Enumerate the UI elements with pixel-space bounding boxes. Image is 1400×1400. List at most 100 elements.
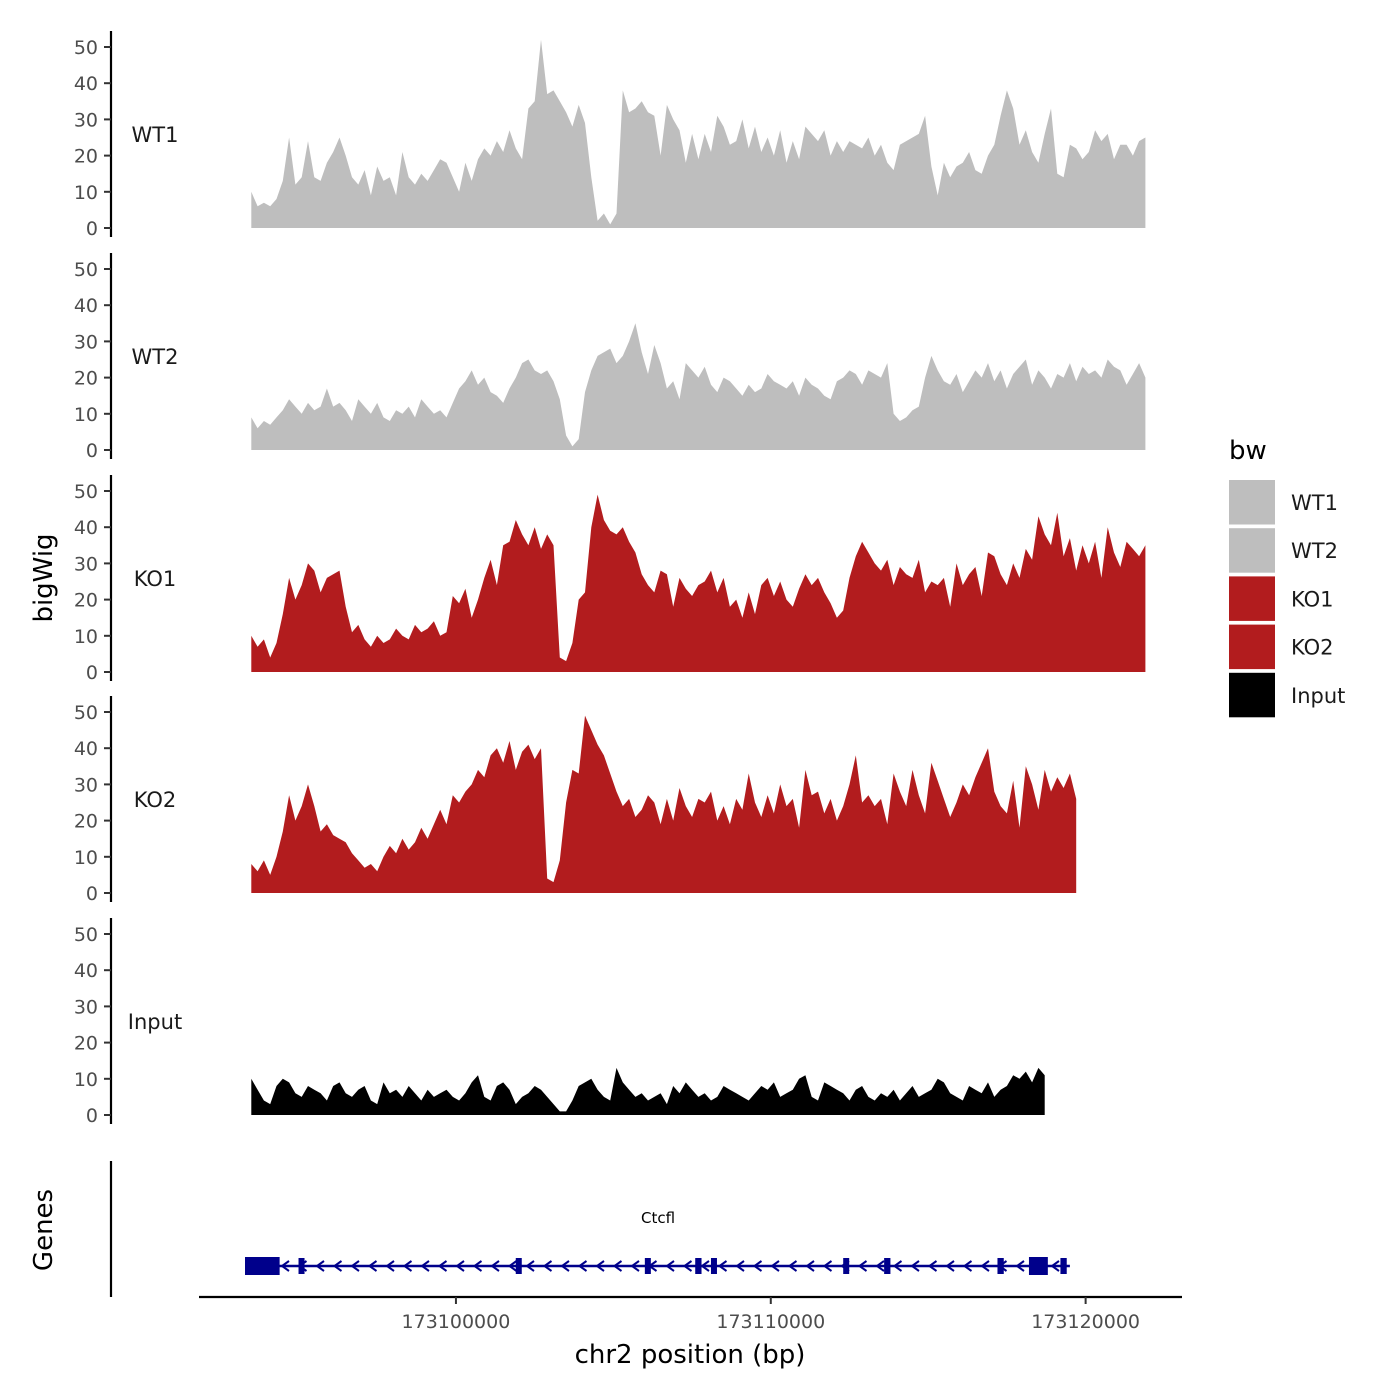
y-tick-label: 10: [74, 1069, 98, 1091]
strand-arrow: [385, 1260, 395, 1272]
track-label: Input: [128, 1010, 182, 1034]
x-axis: 173100000 173110000 173120000 chr2 positio…: [199, 1295, 1182, 1370]
legend-swatch: [1229, 528, 1275, 573]
y-tick-label: 50: [74, 924, 98, 946]
strand-arrow: [350, 1260, 360, 1272]
coverage-area-wt2: [251, 323, 1146, 450]
track-label: WT2: [132, 345, 179, 369]
legend-label: Input: [1291, 684, 1345, 708]
strand-arrow: [507, 1260, 518, 1272]
gene-exon: [515, 1258, 522, 1274]
strand-arrow: [560, 1260, 570, 1272]
y-tick-label: 10: [74, 182, 98, 204]
strand-arrow: [525, 1260, 535, 1272]
gene-exon: [298, 1258, 305, 1274]
coverage-area-ko2: [251, 715, 1077, 893]
strand-arrow: [472, 1260, 483, 1272]
strand-arrow: [945, 1260, 955, 1272]
gene-label: Ctcfl: [641, 1209, 675, 1227]
y-tick-label: 20: [74, 811, 98, 833]
y-tick-label: 10: [74, 847, 98, 869]
strand-arrow: [717, 1260, 728, 1272]
x-axis-title: chr2 position (bp): [575, 1340, 806, 1370]
strand-arrow: [367, 1260, 378, 1272]
strand-arrow: [752, 1260, 763, 1272]
legend-items: WT1 WT2 KO1 KO2 Input: [1229, 480, 1345, 718]
strand-arrow: [787, 1260, 798, 1272]
track-input: 0 10 20 30 40 50 Input: [74, 918, 1045, 1127]
y-axis-title-group: bigWig: [29, 533, 59, 622]
y-tick-label: 30: [74, 996, 98, 1018]
gene-track: Genes Ctcfl: [29, 1161, 1070, 1297]
y-tick-label: 20: [74, 146, 98, 168]
strand-arrow: [770, 1260, 780, 1272]
strand-arrow: [682, 1260, 693, 1272]
strand-arrow: [332, 1260, 343, 1272]
y-tick-label: 30: [74, 553, 98, 575]
strand-arrow: [735, 1260, 745, 1272]
strand-arrow: [630, 1260, 640, 1272]
gene-exon: [997, 1258, 1004, 1274]
track-ko2: 0 10 20 30 40 50 KO2: [74, 696, 1077, 905]
strand-arrow: [437, 1260, 448, 1272]
y-tick-label: 40: [74, 738, 98, 760]
strand-arrow: [962, 1260, 973, 1272]
strand-arrow: [1050, 1260, 1060, 1272]
legend: bw WT1 WT2 KO1 KO2 Input: [1229, 436, 1345, 718]
legend-swatch: [1229, 480, 1275, 525]
y-tick-label: 50: [74, 481, 98, 503]
strand-arrow: [927, 1260, 938, 1272]
strand-arrow: [700, 1260, 710, 1272]
coverage-area-wt1: [251, 39, 1146, 228]
x-tick-label: 173100000: [402, 1311, 511, 1333]
track-label: WT1: [132, 123, 179, 147]
coverage-area-input: [251, 1067, 1045, 1115]
legend-swatch: [1229, 576, 1275, 621]
strand-arrow: [577, 1260, 588, 1272]
y-tick-label: 40: [74, 517, 98, 539]
y-tick-label: 10: [74, 626, 98, 648]
legend-label: KO1: [1291, 587, 1334, 611]
strand-arrow: [280, 1260, 290, 1272]
strand-arrow: [612, 1260, 623, 1272]
strand-arrow: [420, 1260, 430, 1272]
y-tick-label: 40: [74, 960, 98, 982]
gene-track-title: Genes: [29, 1189, 59, 1271]
legend-swatch: [1229, 672, 1275, 718]
y-tick-label: 0: [86, 662, 98, 684]
strand-arrow: [665, 1260, 675, 1272]
legend-label: KO2: [1291, 636, 1334, 660]
strand-arrow: [875, 1260, 885, 1272]
y-tick-label: 40: [74, 73, 98, 95]
strand-arrow: [857, 1260, 868, 1272]
strand-arrow: [1015, 1260, 1025, 1272]
y-axis-title: bigWig: [29, 533, 59, 622]
track-ko1: 0 10 20 30 40 50 KO1: [74, 475, 1146, 684]
y-tick-label: 40: [74, 295, 98, 317]
y-tick-label: 0: [86, 1105, 98, 1127]
track-label: KO2: [134, 788, 177, 812]
gene-exon: [644, 1258, 651, 1274]
gene-exon: [245, 1257, 280, 1275]
strand-arrow: [822, 1260, 833, 1272]
gene-exon: [1060, 1258, 1067, 1274]
x-axis-ticks: 173100000 173110000 173120000: [402, 1297, 1140, 1333]
strand-arrow: [910, 1260, 920, 1272]
coverage-area-ko1: [251, 494, 1146, 672]
y-tick-label: 20: [74, 1033, 98, 1055]
gene-exon: [884, 1258, 891, 1274]
x-tick-label: 173120000: [1031, 1311, 1140, 1333]
legend-swatch: [1229, 624, 1275, 670]
strand-arrow: [402, 1260, 413, 1272]
x-tick-label: 173110000: [716, 1311, 825, 1333]
track-wt2: 0 10 20 30 40 50 WT2: [74, 253, 1146, 462]
strand-arrow: [315, 1260, 325, 1272]
y-tick-label: 30: [74, 774, 98, 796]
strand-arrow: [595, 1260, 605, 1272]
track-label: KO1: [134, 567, 177, 591]
y-tick-label: 50: [74, 37, 98, 59]
y-tick-label: 50: [74, 259, 98, 281]
gene-exon: [710, 1258, 717, 1274]
strand-arrow: [892, 1260, 903, 1272]
